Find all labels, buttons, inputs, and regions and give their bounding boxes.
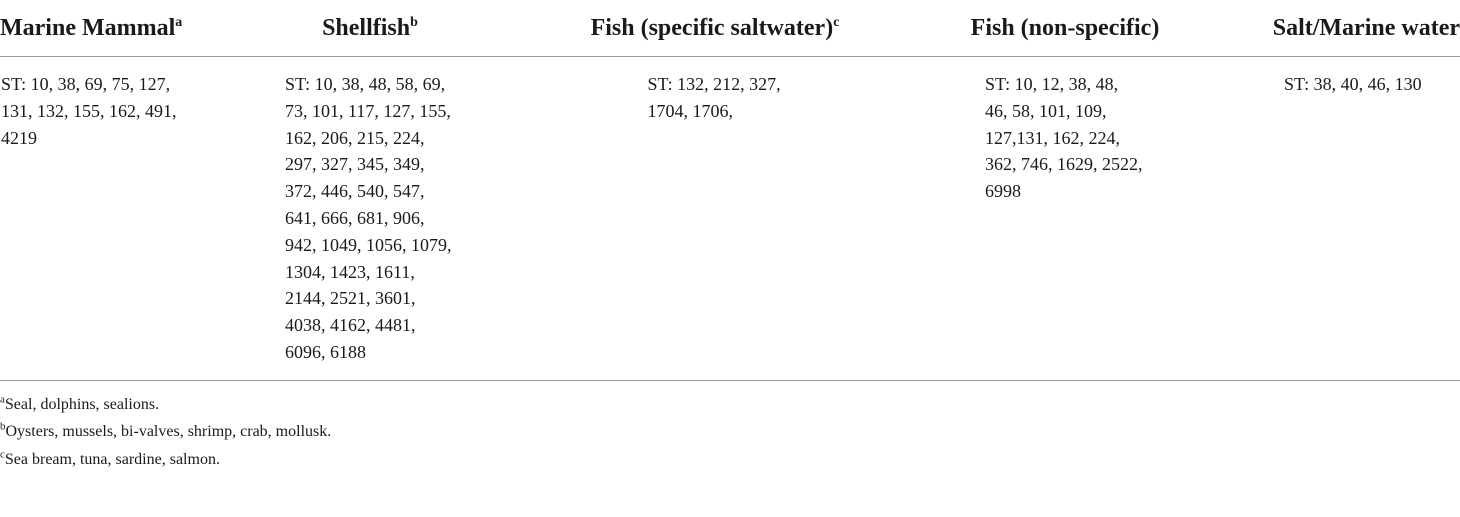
- cell-text: ST: 10, 12, 38, 48, 46, 58, 101, 109, 12…: [985, 74, 1143, 202]
- cell-text: ST: 132, 212, 327, 1704, 1706,: [647, 74, 781, 121]
- header-salt-marine-water: Salt/Marine water: [1225, 0, 1460, 57]
- cell-fish-non-specific: ST: 10, 12, 38, 48, 46, 58, 101, 109, 12…: [905, 56, 1225, 381]
- footnote-a: aSeal, dolphins, sealions.: [0, 391, 1460, 419]
- header-label: Marine Mammal: [0, 14, 176, 41]
- footnote-mark: c: [0, 448, 5, 461]
- header-label: Fish (specific saltwater): [590, 14, 834, 41]
- header-fish-specific-saltwater: Fish (specific saltwater)c: [525, 0, 905, 57]
- table-footnotes: aSeal, dolphins, sealions. bOysters, mus…: [0, 391, 1460, 474]
- header-label: Shellfish: [322, 14, 411, 41]
- cell-shellfish: ST: 10, 38, 48, 58, 69, 73, 101, 117, 12…: [215, 56, 525, 381]
- table-row: ST: 10, 38, 69, 75, 127, 131, 132, 155, …: [0, 56, 1460, 381]
- cell-text: ST: 10, 38, 48, 58, 69, 73, 101, 117, 12…: [285, 74, 452, 362]
- header-shellfish: Shellfishb: [215, 0, 525, 57]
- sequence-type-table: Marine Mammala Shellfishb Fish (specific…: [0, 0, 1460, 381]
- footnote-mark: a: [0, 393, 5, 406]
- header-footnote-mark: b: [410, 14, 418, 30]
- header-footnote-mark: a: [175, 14, 183, 30]
- cell-text: ST: 10, 38, 69, 75, 127, 131, 132, 155, …: [1, 74, 177, 148]
- cell-salt-marine-water: ST: 38, 40, 46, 130: [1225, 56, 1460, 381]
- footnote-mark: b: [0, 420, 6, 433]
- header-footnote-mark: c: [833, 14, 840, 30]
- table-header: Marine Mammala Shellfishb Fish (specific…: [0, 0, 1460, 57]
- header-label: Fish (non-specific): [970, 14, 1160, 41]
- header-marine-mammal: Marine Mammala: [0, 0, 215, 57]
- footnote-c: cSea bream, tuna, sardine, salmon.: [0, 446, 1460, 474]
- footnote-text: Sea bream, tuna, sardine, salmon.: [4, 450, 220, 468]
- footnote-text: Oysters, mussels, bi-valves, shrimp, cra…: [5, 423, 332, 441]
- cell-marine-mammal: ST: 10, 38, 69, 75, 127, 131, 132, 155, …: [0, 56, 215, 381]
- table-body: ST: 10, 38, 69, 75, 127, 131, 132, 155, …: [0, 56, 1460, 381]
- footnote-text: Seal, dolphins, sealions.: [4, 395, 160, 413]
- header-row: Marine Mammala Shellfishb Fish (specific…: [0, 0, 1460, 57]
- cell-text: ST: 38, 40, 46, 130: [1284, 74, 1422, 94]
- cell-fish-specific-saltwater: ST: 132, 212, 327, 1704, 1706,: [525, 56, 905, 381]
- header-label: Salt/Marine water: [1272, 14, 1460, 41]
- header-fish-non-specific: Fish (non-specific): [905, 0, 1225, 57]
- footnote-b: bOysters, mussels, bi-valves, shrimp, cr…: [0, 418, 1460, 446]
